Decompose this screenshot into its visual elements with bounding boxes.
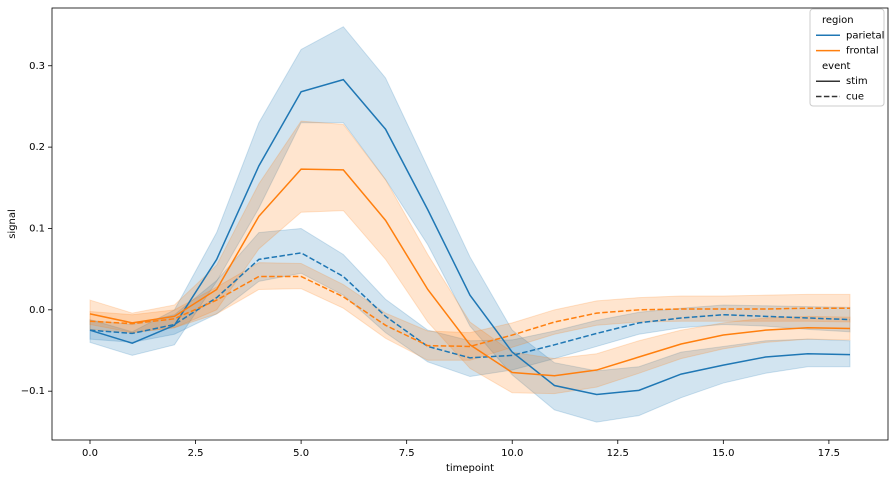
- y-tick-label: 0.1: [29, 223, 45, 234]
- x-tick-label: 5.0: [293, 448, 309, 459]
- x-tick-label: 0.0: [82, 448, 98, 459]
- legend-title: event: [822, 61, 851, 72]
- legend-label: parietal: [846, 30, 884, 41]
- confidence-band: [89, 227, 851, 378]
- x-axis-label: timepoint: [446, 463, 494, 474]
- y-tick-label: −0.1: [21, 386, 45, 397]
- legend-label: stim: [846, 76, 868, 87]
- series-line: [89, 78, 851, 396]
- y-tick-label: 0.3: [29, 61, 45, 72]
- series-line: [89, 252, 851, 359]
- x-tick-label: 10.0: [501, 448, 523, 459]
- legend: region parietal frontal event stim cue: [809, 8, 885, 107]
- plot-frame: [51, 7, 889, 441]
- confidence-band: [89, 262, 851, 361]
- confidence-band: [89, 120, 851, 395]
- series-line: [89, 275, 850, 348]
- x-tick-label: 2.5: [188, 448, 204, 459]
- x-tick-label: 12.5: [607, 448, 629, 459]
- x-tick-label: 17.5: [818, 448, 840, 459]
- y-axis-label: signal: [7, 209, 18, 239]
- series-line: [89, 168, 851, 377]
- legend-label: frontal: [846, 46, 879, 57]
- legend-title: region: [822, 15, 854, 26]
- x-tick-label: 7.5: [399, 448, 415, 459]
- y-tick-label: 0.0: [29, 305, 45, 316]
- legend-label: cue: [846, 92, 864, 103]
- x-tick-label: 15.0: [712, 448, 734, 459]
- confidence-band: [89, 26, 851, 423]
- y-tick-label: 0.2: [29, 142, 45, 153]
